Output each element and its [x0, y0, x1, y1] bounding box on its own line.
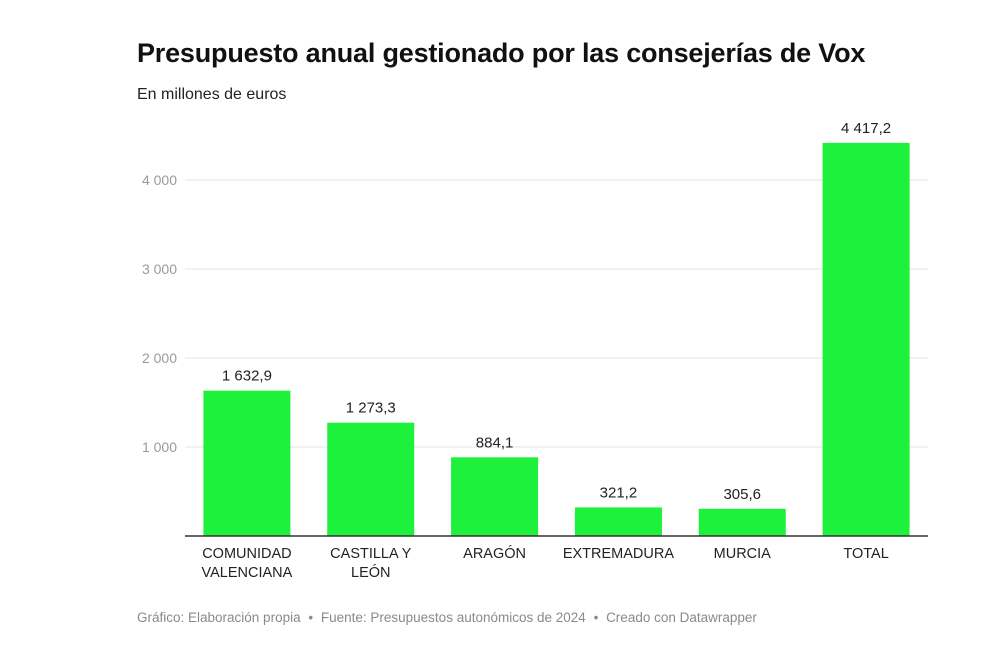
x-category-label: VALENCIANA [202, 565, 293, 581]
x-category-label: LEÓN [351, 564, 391, 581]
chart-subtitle: En millones de euros [137, 86, 287, 103]
bar [327, 422, 415, 536]
x-category-label: EXTREMADURA [563, 546, 675, 562]
bar [574, 507, 662, 536]
y-tick-label: 1 000 [142, 439, 177, 455]
bar-chart: 1 000 2 000 3 000 4 000 1 632,9 COMUNIDAD VALE… [142, 120, 928, 581]
footer-source: Fuente: Presupuestos autonómicos de 2024 [320, 610, 586, 625]
bar [203, 390, 291, 536]
bar-value-label: 321,2 [600, 484, 638, 501]
bar [822, 142, 910, 536]
footer-datawrapper-credit: Creado con Datawrapper [606, 610, 757, 625]
y-tick-label: 2 000 [142, 350, 177, 366]
y-tick-label: 4 000 [142, 172, 177, 188]
footer-graphic-credit: Gráfico: Elaboración propia [137, 610, 301, 625]
bar-value-label: 305,6 [723, 486, 761, 503]
bar-value-label: 1 273,3 [346, 400, 396, 417]
bar-value-label: 4 417,2 [841, 120, 891, 137]
bar-value-label: 884,1 [476, 434, 514, 451]
bar [451, 457, 539, 536]
x-category-label: COMUNIDAD [202, 546, 291, 562]
x-category-label: TOTAL [843, 546, 888, 562]
footer-separator: • [308, 610, 314, 625]
footer-separator: • [593, 610, 599, 625]
y-tick-label: 3 000 [142, 261, 177, 277]
chart-title: Presupuesto anual gestionado por las con… [137, 38, 866, 68]
chart-footer: Gráfico: Elaboración propia • Fuente: Pr… [137, 610, 757, 625]
x-category-label: MURCIA [714, 546, 772, 562]
bar [698, 508, 786, 536]
x-category-label: ARAGÓN [463, 545, 526, 562]
bar-value-label: 1 632,9 [222, 368, 272, 385]
x-category-label: CASTILLA Y [330, 546, 411, 562]
